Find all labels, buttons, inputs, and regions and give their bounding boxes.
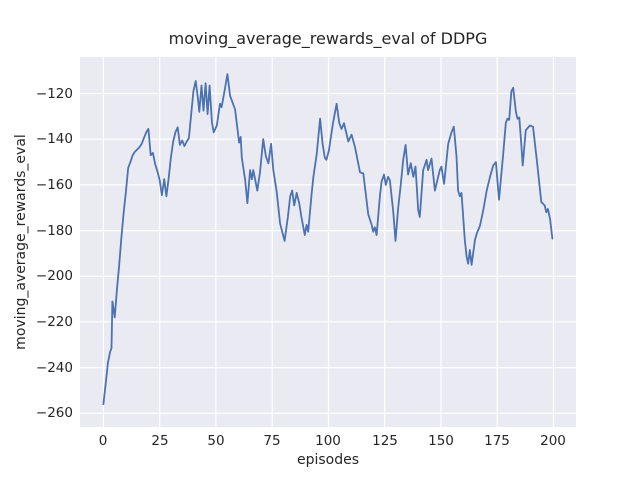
y-tick-label: −200	[35, 268, 73, 284]
chart-title: moving_average_rewards_eval of DDPG	[168, 29, 488, 48]
y-tick-label: −260	[35, 405, 73, 421]
x-tick-label: 175	[484, 433, 510, 449]
x-tick-label: 0	[98, 433, 108, 449]
y-tick-label: −240	[35, 360, 73, 376]
y-tick-label: −180	[35, 223, 73, 239]
x-tick-label: 50	[207, 433, 225, 449]
line-series	[102, 73, 554, 406]
x-tick-label: 25	[151, 433, 169, 449]
x-axis-label: episodes	[296, 452, 360, 468]
x-tick-label: 150	[428, 433, 454, 449]
x-tick-label: 125	[372, 433, 398, 449]
y-tick-label: −160	[35, 177, 73, 193]
x-tick-label: 100	[315, 433, 341, 449]
plot-area	[80, 57, 576, 427]
x-tick-label: 200	[540, 433, 566, 449]
axes	[80, 57, 576, 427]
y-tick-label: −120	[35, 86, 73, 102]
x-tick-label: 75	[263, 433, 281, 449]
y-axis-label: moving_average_rewards_eval	[13, 134, 29, 350]
y-tick-label: −140	[35, 131, 73, 147]
y-tick-label: −220	[35, 314, 73, 330]
